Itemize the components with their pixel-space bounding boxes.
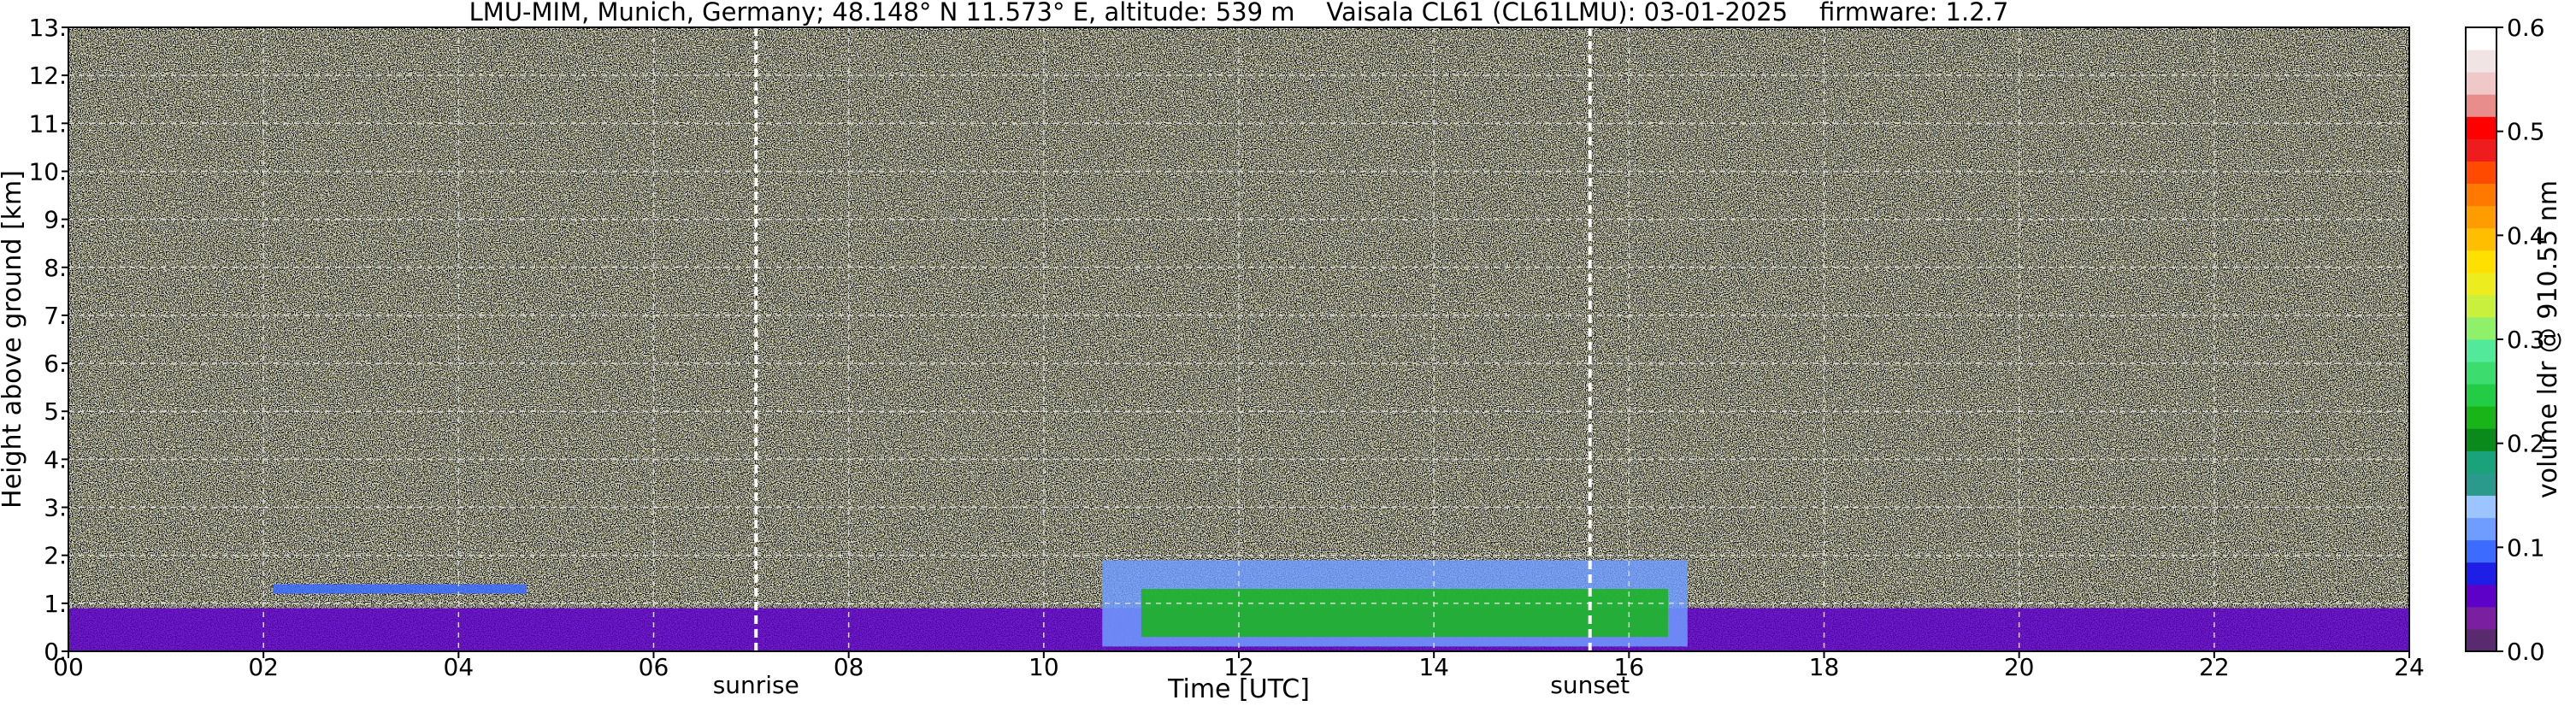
colorbar-swatch — [2466, 116, 2496, 139]
colorbar-swatch — [2466, 406, 2496, 429]
colorbar-swatch — [2466, 161, 2496, 184]
x-tick-label: 24 — [2394, 653, 2425, 681]
colorbar-swatch — [2466, 339, 2496, 362]
feature-4 — [1141, 589, 1668, 638]
colorbar-swatch — [2466, 205, 2496, 229]
colorbar-swatch — [2466, 606, 2496, 630]
colorbar-swatch — [2466, 428, 2496, 451]
colorbar-swatch — [2466, 227, 2496, 251]
colorbar-swatch — [2466, 539, 2496, 563]
x-tick-label: 14 — [1418, 653, 1449, 681]
colorbar-swatch — [2466, 72, 2496, 95]
y-axis-label: Height above ground [km] — [0, 170, 27, 509]
colorbar-swatch — [2466, 628, 2496, 652]
colorbar-swatch — [2466, 362, 2496, 385]
y-tick-label: 9. — [44, 206, 67, 234]
x-tick-label: 06 — [639, 653, 669, 681]
x-tick-label: 22 — [2199, 653, 2230, 681]
colorbar-swatch — [2466, 138, 2496, 162]
y-tick-label: 8. — [44, 254, 67, 282]
x-tick-label: 10 — [1029, 653, 1059, 681]
chart-title: LMU-MIM, Munich, Germany; 48.148° N 11.5… — [469, 0, 2009, 26]
y-tick-label: 2. — [44, 542, 67, 570]
colorbar-tick-label: 0.1 — [2507, 533, 2545, 562]
plot-area — [68, 27, 2409, 651]
colorbar-tick-label: 0.2 — [2507, 430, 2545, 458]
y-tick-label: 13. — [28, 14, 67, 42]
sun-event-label-sunset: sunset — [1550, 671, 1630, 699]
colorbar-swatch — [2466, 473, 2496, 496]
x-tick-label: 08 — [834, 653, 864, 681]
colorbar-swatch — [2466, 94, 2496, 117]
x-tick-label: 00 — [53, 653, 84, 681]
colorbar-swatch — [2466, 316, 2496, 340]
colorbar-swatch — [2466, 27, 2496, 50]
colorbar-swatch — [2466, 495, 2496, 519]
colorbar-swatch — [2466, 50, 2496, 73]
colorbar-swatch — [2466, 562, 2496, 585]
sun-event-lines — [754, 27, 1592, 651]
y-tick-label: 3. — [44, 494, 67, 522]
y-tick-label: 11. — [28, 109, 67, 138]
x-tick-label: 04 — [444, 653, 475, 681]
colorbar-swatch — [2466, 384, 2496, 407]
colorbar-swatch — [2466, 294, 2496, 318]
colorbar-tick-label: 0.6 — [2507, 14, 2545, 42]
x-tick-label: 16 — [1614, 653, 1645, 681]
y-tick-label: 4. — [44, 445, 67, 474]
colorbar-swatch — [2466, 183, 2496, 207]
colorbar-swatch — [2466, 584, 2496, 608]
y-tick-label: 7. — [44, 302, 67, 330]
sun-event-labels: sunrise sunset — [713, 671, 1630, 699]
y-tick-label: 1. — [44, 590, 67, 618]
sun-event-label-sunrise: sunrise — [713, 671, 799, 699]
colorbar-tick-label: 0.3 — [2507, 326, 2545, 354]
colorbar-tick-label: 0.5 — [2507, 118, 2545, 146]
y-tick-label: 5. — [44, 397, 67, 426]
colorbar-swatch — [2466, 450, 2496, 474]
x-tick-label: 20 — [2004, 653, 2035, 681]
y-tick-label: 10. — [28, 157, 67, 185]
x-tick-label: 12 — [1223, 653, 1254, 681]
colorbar-swatch — [2466, 272, 2496, 296]
colorbar-tick-label: 0.4 — [2507, 221, 2545, 250]
colorbar-tick-label: 0.0 — [2507, 638, 2545, 666]
feature-2 — [273, 584, 528, 594]
y-tick-label: 0. — [44, 638, 67, 666]
grid — [68, 27, 2409, 651]
y-tick-label: 6. — [44, 350, 67, 378]
x-axis-label: Time [UTC] — [1167, 674, 1310, 704]
colorbar-label: volume ldr @ 910.55 nm — [2533, 180, 2563, 498]
x-tick-label: 18 — [1809, 653, 1840, 681]
x-tick-label: 02 — [248, 653, 279, 681]
y-axis: 0. 1. 2. 3. 4. 5. 6. 7. 8. 9. 10. 11. 12. 13. — [28, 14, 68, 666]
x-axis: 00 02 04 06 08 10 12 14 16 18 20 22 24 — [53, 651, 2425, 681]
colorbar-swatch — [2466, 517, 2496, 541]
y-tick-label: 12. — [28, 62, 67, 90]
colorbar-swatch — [2466, 250, 2496, 274]
colorbar: 0.0 0.1 0.2 0.3 0.4 0.5 0.6 — [2465, 14, 2545, 666]
